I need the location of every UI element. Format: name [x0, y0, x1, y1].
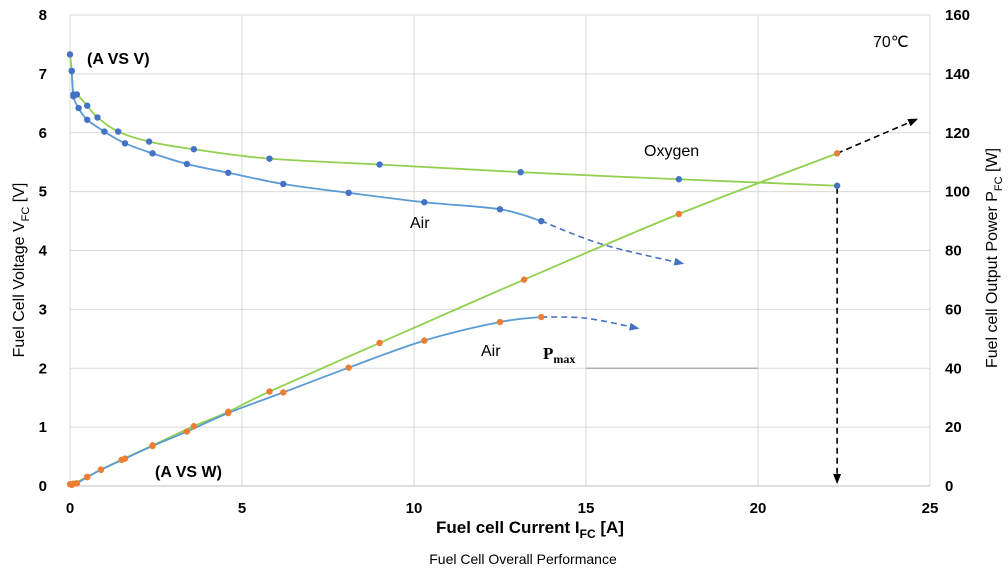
y-right-axis-title: Fuel cell Output Power PFC [W] [984, 148, 1005, 368]
y-right-tick-label: 20 [945, 419, 962, 436]
y-left-tick-label: 6 [39, 125, 47, 142]
y-right-tick-label: 160 [945, 7, 970, 24]
left-axis-ticks: 0 1 2 3 4 5 6 7 8 [39, 7, 48, 495]
y-left-tick-label: 5 [39, 184, 47, 201]
series-line-air-left [70, 70, 542, 222]
data-markers [66, 51, 841, 489]
series-line-air-right [71, 316, 542, 486]
right-axis-ticks: 0 20 40 60 80 100 120 140 160 [945, 7, 970, 495]
y-left-tick-label: 3 [39, 301, 47, 318]
data-point-air-left [345, 189, 352, 197]
x-tick-label: 20 [750, 500, 767, 517]
chart-caption: Fuel Cell Overall Performance [429, 551, 617, 567]
data-point-air-right [280, 389, 287, 396]
extrapolation-arrow-air-right [541, 316, 640, 331]
y-right-tick-label: 60 [945, 301, 962, 318]
data-point-air-right [97, 466, 105, 474]
annotation-oxygen: Oxygen [644, 143, 699, 160]
data-point-oxygen-right [833, 150, 841, 157]
data-point-oxygen-left [66, 51, 74, 58]
data-point-oxygen-left [517, 168, 524, 176]
data-point-air-left [68, 67, 75, 75]
y-left-tick-label: 1 [39, 419, 47, 436]
x-tick-label: 0 [66, 500, 74, 517]
data-point-air-left [121, 140, 129, 147]
data-point-oxygen-left [190, 146, 198, 153]
data-point-air-left [280, 180, 287, 188]
data-point-air-left [496, 206, 504, 213]
y-right-tick-label: 80 [945, 243, 962, 260]
y-right-tick-label: 140 [945, 66, 970, 83]
data-point-air-right [538, 313, 545, 321]
y-right-tick-label: 120 [945, 125, 970, 142]
data-point-oxygen-left [376, 161, 383, 168]
data-point-oxygen-left [675, 176, 683, 183]
y-right-tick-label: 100 [945, 184, 970, 201]
x-axis-title: Fuel cell Current IFC [A] [436, 518, 624, 541]
annotation-air-voltage: Air [410, 215, 430, 232]
x-axis-ticks: 0 5 10 15 20 25 [66, 500, 939, 517]
guide-lines [586, 187, 842, 484]
annotation-a-vs-v: (A VS V) [87, 51, 150, 68]
data-point-air-right [183, 428, 191, 435]
annotation-air-power: Air [481, 343, 501, 360]
data-point-oxygen-right [376, 339, 383, 347]
x-tick-label: 25 [922, 500, 939, 517]
data-point-air-left [149, 150, 156, 157]
y-right-tick-label: 40 [945, 360, 962, 377]
y-right-tick-label: 0 [945, 478, 953, 495]
data-point-oxygen-left [833, 182, 841, 189]
data-point-air-right [84, 473, 91, 481]
data-point-oxygen-left [266, 155, 273, 162]
data-point-air-right [68, 481, 75, 489]
data-point-air-right [149, 442, 156, 450]
data-point-air-right [421, 337, 428, 344]
data-point-oxygen-right [675, 210, 683, 218]
y-left-tick-label: 8 [39, 7, 47, 24]
data-point-oxygen-left [145, 138, 153, 145]
extrapolation-arrow-air-left [540, 220, 685, 266]
data-point-air-right [73, 480, 81, 487]
y-left-axis-title: Fuel Cell Voltage VFC [V] [11, 183, 32, 358]
y-left-tick-label: 7 [39, 66, 47, 83]
data-point-oxygen-right [520, 276, 528, 283]
annotation-pmax: Pmax [543, 344, 575, 366]
data-point-oxygen-left [94, 114, 101, 121]
data-point-oxygen-right [266, 388, 273, 395]
annotation-temperature: 70℃ [873, 34, 909, 51]
gridlines [69, 14, 931, 487]
data-point-oxygen-right [190, 423, 198, 430]
data-point-air-left [75, 104, 82, 112]
data-point-air-left [70, 93, 77, 100]
data-point-air-left [183, 160, 191, 168]
y-left-tick-label: 2 [39, 360, 47, 377]
data-point-air-left [225, 169, 232, 176]
series-lines [69, 54, 919, 486]
y-left-tick-label: 0 [39, 478, 47, 495]
data-point-oxygen-left [114, 128, 122, 135]
series-line-oxygen-right [69, 152, 838, 486]
annotation-a-vs-w: (A VS W) [155, 464, 222, 481]
y-left-tick-label: 4 [39, 243, 48, 260]
data-point-air-left [101, 128, 108, 135]
x-tick-label: 10 [406, 500, 423, 517]
data-point-air-right [225, 409, 232, 417]
data-point-air-right [496, 318, 504, 326]
data-point-air-left [538, 217, 545, 225]
x-tick-label: 5 [238, 500, 246, 517]
data-point-oxygen-left [84, 102, 91, 109]
x-tick-label: 15 [578, 500, 595, 517]
extrapolation-arrow-oxygen-right [836, 118, 919, 155]
data-point-air-right [121, 455, 129, 462]
data-point-air-left [421, 199, 428, 206]
data-point-air-left [84, 116, 91, 123]
data-point-air-right [345, 364, 352, 371]
